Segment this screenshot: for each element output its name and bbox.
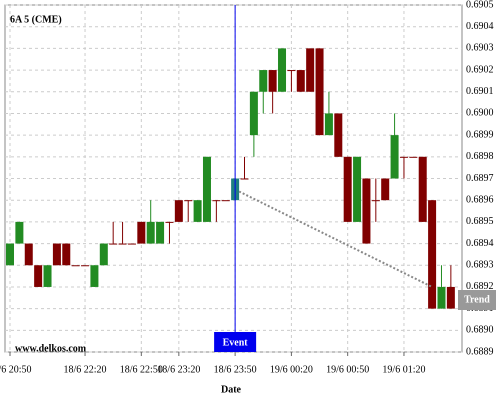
- candle-body: [202, 156, 211, 222]
- watermark: www.delkos.com: [15, 343, 87, 354]
- candle-body: [249, 91, 258, 136]
- candle-body: [259, 70, 268, 92]
- candle-body: [371, 200, 380, 202]
- candle-body: [146, 221, 155, 244]
- candle-body: [315, 48, 324, 136]
- y-tick-label: 0.6900: [466, 108, 494, 119]
- candle-body: [446, 286, 455, 309]
- y-tick-label: 0.6899: [466, 129, 494, 140]
- candle-body: [184, 200, 193, 202]
- candle-body: [127, 243, 136, 245]
- candle-body: [52, 243, 61, 266]
- event-box: [214, 332, 257, 352]
- y-tick-label: 0.6895: [466, 216, 494, 227]
- y-tick-label: 0.6893: [466, 260, 494, 271]
- candle-body: [34, 265, 43, 287]
- candle-body: [437, 286, 446, 309]
- x-tick-label: 18/6 20:50: [0, 364, 32, 375]
- candle-body: [165, 221, 174, 223]
- candle-body: [240, 178, 249, 180]
- candle-body: [381, 178, 390, 201]
- y-tick-label: 0.6901: [466, 86, 494, 97]
- candle-body: [287, 70, 296, 72]
- x-tick-label: 18/6 23:20: [157, 364, 200, 375]
- y-tick-label: 0.6897: [466, 173, 494, 184]
- candle-body: [343, 156, 352, 222]
- candle-body: [418, 156, 427, 222]
- candle-body: [6, 243, 14, 266]
- candle-body: [268, 70, 277, 92]
- candle-body: [353, 156, 362, 222]
- x-tick-label: 19/6 01:20: [382, 364, 425, 375]
- y-tick-label: 0.6902: [466, 64, 494, 75]
- x-axis-label: Date: [221, 384, 242, 395]
- candle-body: [324, 113, 333, 136]
- candle-body: [428, 200, 437, 309]
- y-tick-label: 0.6892: [466, 281, 494, 292]
- candle-body: [137, 221, 146, 244]
- y-tick-label: 0.6904: [466, 21, 494, 32]
- chart-title: 6A 5 (CME): [10, 14, 62, 25]
- x-tick-label: 18/6 22:20: [64, 364, 107, 375]
- candle-body: [156, 221, 165, 244]
- candle-body: [306, 48, 315, 92]
- candle-body: [43, 265, 52, 287]
- event-label: Event: [223, 337, 249, 348]
- candle-body: [212, 200, 221, 202]
- candle-body: [71, 265, 80, 267]
- x-tick-label: 19/6 00:50: [326, 364, 369, 375]
- y-tick-label: 0.6905: [466, 0, 494, 10]
- y-tick-label: 0.6890: [466, 325, 494, 336]
- candle-body: [24, 243, 33, 266]
- candle-body: [409, 156, 418, 158]
- y-tick-label: 0.6896: [466, 194, 494, 205]
- candle-body: [362, 178, 371, 244]
- y-tick-label: 0.6903: [466, 43, 494, 54]
- candle-body: [90, 265, 99, 287]
- x-tick-label: 18/6 22:50: [120, 364, 163, 375]
- y-tick-label: 0.6898: [466, 151, 494, 162]
- candle-body: [334, 113, 343, 157]
- candle-body: [221, 200, 230, 202]
- y-tick-label: 0.6894: [466, 238, 494, 249]
- x-tick-label: 19/6 00:20: [270, 364, 313, 375]
- y-tick-label: 0.6889: [466, 346, 494, 357]
- trend-box: [458, 290, 496, 310]
- candle-body: [15, 221, 24, 244]
- candle-body: [193, 200, 202, 222]
- candle-body: [99, 243, 108, 266]
- trend-label: Trend: [464, 294, 490, 305]
- candle-body: [81, 265, 90, 267]
- candle-body: [109, 243, 118, 245]
- candle-body: [62, 243, 71, 266]
- candle-body: [174, 200, 183, 222]
- candle-body: [296, 70, 305, 92]
- x-tick-label: 18/6 23:50: [214, 364, 257, 375]
- candle-body: [118, 243, 127, 245]
- candle-body: [390, 135, 399, 179]
- candle-body: [399, 156, 408, 158]
- candle-body: [278, 48, 287, 92]
